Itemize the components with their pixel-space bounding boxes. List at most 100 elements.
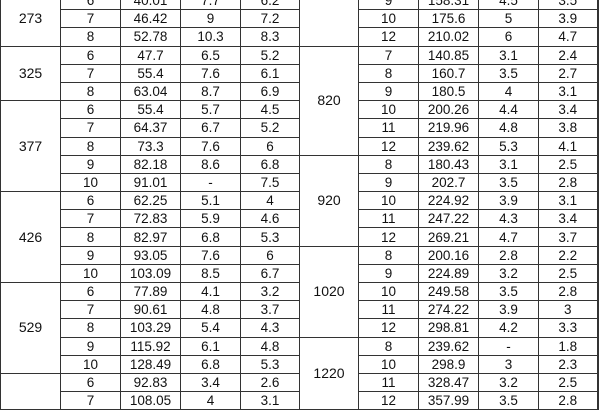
value-a-cell: 6.7	[180, 118, 241, 138]
value-b-cell: 6	[240, 245, 300, 265]
value-b-cell: 7.5	[240, 172, 300, 193]
value-a-cell: 6	[478, 27, 539, 47]
value-a-cell: 7.7	[180, 0, 241, 11]
value-b-cell: 2.8	[538, 172, 598, 193]
value-a-cell: 4	[478, 81, 539, 102]
diameter-cell: 920	[299, 154, 359, 247]
value-a-cell: 9	[180, 9, 241, 29]
diameter-cell: 1220	[299, 336, 359, 410]
value-a-cell: 3.5	[478, 281, 539, 302]
value-a-cell: 3.5	[478, 63, 539, 83]
value-a-cell: 7.6	[180, 63, 241, 83]
table-row: 11 247.22 4.3 3.4	[300, 209, 598, 229]
table-row: 8 103.29 5.4 4.3	[1, 318, 300, 338]
value-b-cell: 2.8	[538, 281, 598, 302]
value-b-cell: 2.5	[538, 263, 598, 284]
wall-thickness-cell: 6	[60, 100, 121, 120]
table-row: 377 6 55.4 5.7 4.5	[0, 100, 300, 193]
value-a-cell: 2.8	[478, 245, 539, 265]
value-a-cell: 4.5	[478, 0, 539, 11]
weight-cell: 108.05	[120, 391, 181, 410]
wall-thickness-cell: 11	[358, 300, 419, 320]
value-a-cell: 3.5	[478, 391, 539, 410]
value-b-cell: 6.7	[240, 263, 300, 284]
wall-thickness-cell: 8	[358, 336, 419, 356]
table-row: 12 298.81 4.2 3.3	[300, 318, 598, 338]
weight-cell: 200.16	[418, 245, 479, 265]
value-a-cell: 5.3	[478, 136, 539, 156]
value-a-cell: 8.7	[180, 81, 241, 102]
weight-cell: 92.83	[120, 372, 181, 393]
pipe-spec-table-right: 9 158.31 4.5 3.5 10 175.6 5 3.9 12 210.02 6 4.7 820 7…	[299, 0, 599, 410]
value-b-cell: 8.3	[240, 27, 300, 47]
table-row: 10 224.92 3.9 3.1	[300, 191, 598, 211]
weight-cell: 247.22	[418, 209, 479, 229]
wall-thickness-cell: 10	[358, 9, 419, 29]
value-a-cell: 5.1	[180, 191, 241, 211]
weight-cell: 40.01	[120, 0, 181, 11]
weight-cell: 298.9	[418, 354, 479, 374]
weight-cell: 103.29	[120, 318, 181, 338]
weight-cell: 140.85	[418, 45, 479, 65]
value-b-cell: 3.9	[538, 9, 598, 29]
value-a-cell: 3.4	[180, 372, 241, 393]
value-b-cell: 2.5	[538, 154, 598, 174]
table-row: 8 52.78 10.3 8.3	[1, 27, 300, 47]
table-row: 11 274.22 3.9 3	[300, 300, 598, 320]
weight-cell: 224.92	[418, 191, 479, 211]
value-a-cell: 10.3	[180, 27, 241, 47]
wall-thickness-cell: 7	[358, 45, 419, 65]
value-a-cell: 3.1	[478, 154, 539, 174]
table-row: 12 269.21 4.7 3.7	[300, 227, 598, 247]
wall-thickness-cell: 12	[358, 391, 419, 410]
value-b-cell: 2.6	[240, 372, 300, 393]
diameter-cell: 325	[0, 45, 61, 102]
wall-thickness-cell: 7	[60, 118, 121, 138]
wall-thickness-cell: 6	[60, 45, 121, 65]
weight-cell: 239.62	[418, 336, 479, 356]
value-b-cell: 3	[538, 300, 598, 320]
weight-cell: 269.21	[418, 227, 479, 247]
weight-cell: 55.4	[120, 63, 181, 83]
table-row: 10 200.26 4.4 3.4	[300, 100, 598, 120]
value-b-cell: 3.7	[240, 300, 300, 320]
weight-cell: 200.26	[418, 100, 479, 120]
weight-cell: 239.62	[418, 136, 479, 156]
weight-cell: 180.43	[418, 154, 479, 174]
weight-cell: 219.96	[418, 118, 479, 138]
wall-thickness-cell: 7	[60, 63, 121, 83]
weight-cell: 128.49	[120, 354, 181, 374]
value-b-cell: 3.1	[240, 391, 300, 410]
value-b-cell: 4	[240, 191, 300, 211]
wall-thickness-cell: 9	[358, 81, 419, 102]
table-row: 7 55.4 7.6 6.1	[1, 63, 300, 83]
table-row: 820 7 140.85 3.1 2.4	[299, 45, 598, 156]
weight-cell: 180.5	[418, 81, 479, 102]
value-b-cell: 4.7	[538, 27, 598, 47]
value-b-cell: 2.7	[538, 63, 598, 83]
table-row: 8 63.04 8.7 6.9	[1, 81, 300, 102]
weight-cell: 64.37	[120, 118, 181, 138]
table-row: 9 93.05 7.6 6	[1, 245, 300, 265]
value-a-cell: 4.7	[478, 227, 539, 247]
wall-thickness-cell: 12	[358, 27, 419, 47]
diameter-cell: 377	[0, 100, 61, 193]
wall-thickness-cell: 7	[60, 300, 121, 320]
value-b-cell: 3.1	[538, 191, 598, 211]
weight-cell: 90.61	[120, 300, 181, 320]
table-row: 920 8 180.43 3.1 2.5	[299, 154, 598, 247]
value-b-cell: 1.8	[538, 336, 598, 356]
weight-cell: 202.7	[418, 172, 479, 193]
weight-cell: 91.01	[120, 172, 181, 193]
value-a-cell: 4.2	[478, 318, 539, 338]
value-a-cell: 5	[478, 9, 539, 29]
value-b-cell: 3.7	[538, 227, 598, 247]
wall-thickness-cell: 6	[60, 372, 121, 393]
value-b-cell: 6.1	[240, 63, 300, 83]
table-row: 1020 8 200.16 2.8 2.2	[299, 245, 598, 338]
value-b-cell: 5.3	[240, 227, 300, 247]
table-row: 8 160.7 3.5 2.7	[300, 63, 598, 83]
table-row: 426 6 62.25 5.1 4	[0, 191, 300, 283]
wall-thickness-cell: 9	[60, 245, 121, 265]
weight-cell: 52.78	[120, 27, 181, 47]
